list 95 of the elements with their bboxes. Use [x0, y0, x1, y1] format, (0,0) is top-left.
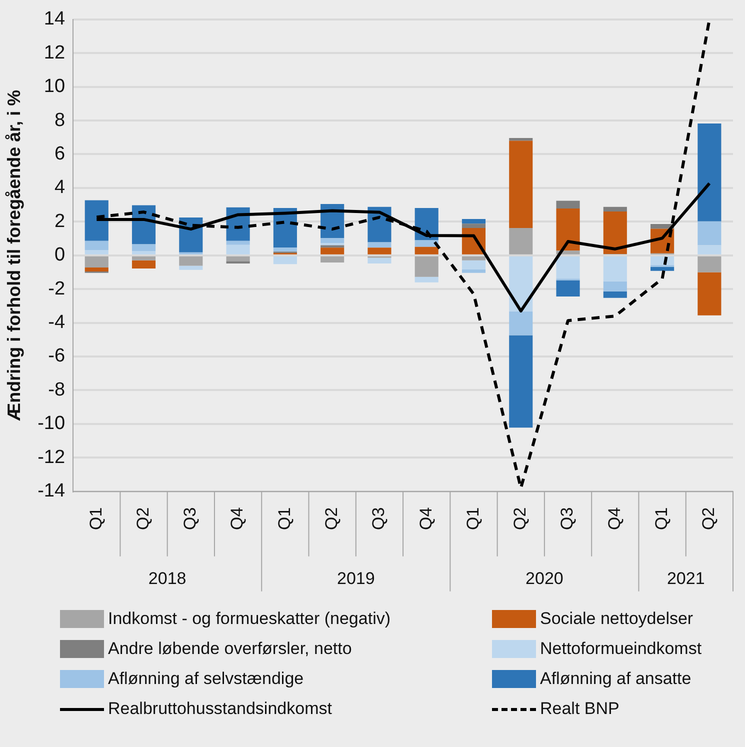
bar	[368, 258, 392, 264]
bar	[509, 140, 533, 228]
bar	[179, 256, 203, 266]
y-axis-title: Ændring i forhold til foregående år, i %	[4, 90, 24, 421]
bar	[603, 291, 627, 298]
bar	[509, 311, 533, 336]
bar	[414, 240, 438, 247]
bar	[414, 246, 438, 254]
y-tick-label: -4	[48, 312, 66, 334]
bar	[698, 272, 722, 316]
bar	[556, 280, 580, 296]
bar	[132, 256, 156, 260]
bar	[84, 200, 108, 241]
bar	[132, 244, 156, 251]
bar	[509, 256, 533, 312]
bar	[698, 221, 722, 246]
text: 2021	[666, 569, 705, 588]
x-tick-label: Q1	[86, 507, 106, 530]
bar	[414, 256, 438, 277]
y-tick-label: -6	[48, 346, 66, 367]
x-tick-label: Q1	[652, 507, 671, 530]
bar	[462, 260, 486, 270]
legend-label: Nettoformueindkomst	[540, 639, 702, 659]
y-tick-label: -10	[38, 413, 66, 434]
bar	[556, 256, 580, 279]
bar	[320, 248, 344, 254]
x-tick-label: Q4	[228, 507, 247, 530]
bar	[368, 242, 392, 248]
y-tick-label: -14	[38, 480, 66, 502]
bar	[132, 250, 156, 254]
bar	[509, 138, 533, 141]
text: 2018	[148, 569, 186, 588]
bar	[320, 238, 344, 244]
bar	[556, 208, 580, 251]
bar	[462, 256, 486, 260]
bar	[320, 256, 344, 262]
bar	[462, 218, 486, 224]
bar	[698, 124, 722, 222]
x-tick-label: Q3	[558, 507, 577, 530]
y-tick-label: 4	[54, 177, 66, 198]
x-tick-label: Q2	[699, 507, 718, 530]
x-tick-label: Q1	[463, 507, 482, 530]
bar	[462, 270, 486, 273]
bar	[84, 240, 108, 250]
legend-label: Andre løbende overførsler, netto	[108, 639, 352, 659]
legend-label: Aflønning af ansatte	[540, 669, 692, 689]
bar	[509, 228, 533, 254]
bar	[226, 256, 250, 262]
y-tick-label: 0	[54, 244, 66, 266]
bar	[84, 267, 108, 272]
bar	[650, 266, 674, 271]
y-tick-label: -2	[48, 278, 66, 300]
bar	[273, 256, 297, 264]
x-tick-label: Q1	[274, 507, 294, 530]
y-tick-label: 14	[44, 8, 66, 30]
x-tick-label: Q3	[180, 507, 200, 530]
bar	[226, 240, 250, 245]
y-tick-label: 6	[54, 143, 66, 164]
bar	[462, 224, 486, 228]
bar	[603, 206, 627, 212]
bar	[698, 256, 722, 272]
bar	[698, 245, 722, 254]
text: 2020	[526, 569, 564, 588]
x-tick-label: Q4	[416, 507, 436, 530]
legend-label: Aflønning af selvstændige	[108, 669, 304, 689]
legend-label: Realt BNP	[540, 699, 620, 719]
bar	[84, 250, 108, 254]
bar	[603, 281, 627, 292]
y-tick-label: -8	[48, 379, 66, 400]
y-tick-label: -12	[38, 446, 66, 468]
text: 2019	[336, 569, 375, 588]
bar	[556, 200, 580, 209]
bar	[84, 256, 108, 268]
bar	[368, 248, 392, 254]
bar	[320, 245, 344, 248]
bar	[179, 266, 203, 270]
bar	[132, 260, 156, 269]
x-tick-label: Q2	[510, 507, 530, 530]
bar	[273, 248, 297, 252]
x-tick-label: Q2	[322, 507, 342, 530]
bar	[226, 244, 250, 254]
bar	[414, 276, 438, 282]
x-tick-label: Q4	[604, 507, 624, 530]
x-tick-label: Q3	[369, 507, 388, 530]
y-tick-label: 8	[54, 110, 66, 131]
y-tick-label: 10	[44, 76, 66, 98]
y-tick-label: 2	[54, 210, 66, 232]
bar	[603, 256, 627, 282]
legend-label: Sociale nettoydelser	[540, 609, 694, 629]
y-tick-label: 12	[44, 42, 66, 64]
x-tick-label: Q2	[133, 507, 152, 530]
bar	[509, 335, 533, 428]
legend-label: Realbruttohusstandsindkomst	[108, 699, 332, 719]
legend-label: Indkomst - og formueskatter (negativ)	[108, 609, 391, 629]
bar	[603, 212, 627, 254]
